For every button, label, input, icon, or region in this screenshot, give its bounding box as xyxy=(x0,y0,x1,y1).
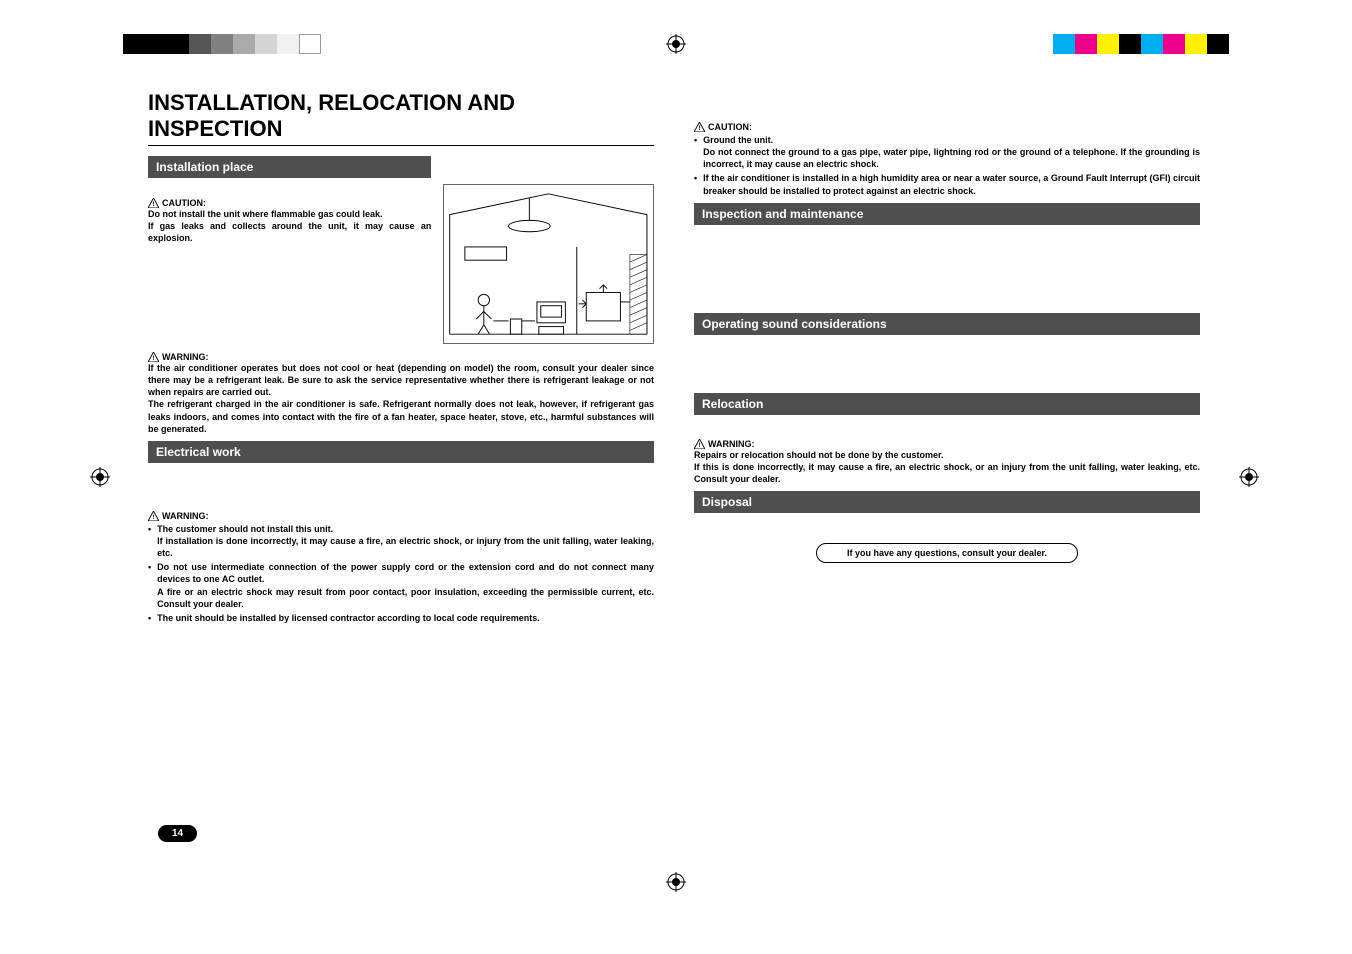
warning-label: WARNING: xyxy=(162,352,209,362)
right-caution-bullets: •Ground the unit.Do not connect the grou… xyxy=(694,134,1200,197)
relocation-line1: Repairs or relocation should not be done… xyxy=(694,449,1200,461)
section-relocation: Relocation xyxy=(694,393,1200,415)
registration-mark-bottom xyxy=(666,872,686,892)
bullet-lead: Ground the unit. xyxy=(703,135,773,145)
svg-text:!: ! xyxy=(698,442,700,449)
svg-text:!: ! xyxy=(152,514,154,521)
left-column: INSTALLATION, RELOCATION AND INSPECTION … xyxy=(148,90,654,834)
bullet-cont: Do not connect the ground to a gas pipe,… xyxy=(703,147,1200,169)
section-electrical-work: Electrical work xyxy=(148,441,654,463)
caution-heading-right: ! CAUTION: xyxy=(694,122,1200,132)
bullet-lead: The unit should be installed by licensed… xyxy=(157,613,540,623)
page-content: INSTALLATION, RELOCATION AND INSPECTION … xyxy=(148,90,1200,834)
registration-mark-left xyxy=(90,467,110,487)
svg-text:!: ! xyxy=(152,201,154,208)
section-operating-sound: Operating sound considerations xyxy=(694,313,1200,335)
installation-diagram xyxy=(443,184,654,344)
warning-heading-relocation: ! WARNING: xyxy=(694,439,1200,449)
caution-label: CAUTION: xyxy=(708,122,752,132)
caution-text: Do not install the unit where flammable … xyxy=(148,208,431,244)
page-number: 14 xyxy=(158,825,197,842)
consult-dealer-pill: If you have any questions, consult your … xyxy=(816,543,1078,563)
bullet-cont: A fire or an electric shock may result f… xyxy=(157,587,654,609)
warning-heading-1: ! WARNING: xyxy=(148,352,654,362)
bullet-lead: The customer should not install this uni… xyxy=(157,524,333,534)
warning-label: WARNING: xyxy=(708,439,755,449)
grayscale-step-wedge xyxy=(123,34,321,54)
electrical-bullets: •The customer should not install this un… xyxy=(148,523,654,624)
warning-triangle-icon: ! xyxy=(148,198,159,208)
svg-text:!: ! xyxy=(152,355,154,362)
bullet-cont: If installation is done incorrectly, it … xyxy=(157,535,654,559)
warning-triangle-icon: ! xyxy=(148,511,159,521)
bullet-lead: If the air conditioner is installed in a… xyxy=(703,173,1200,195)
registration-mark-top xyxy=(666,34,686,54)
svg-text:!: ! xyxy=(698,125,700,132)
warning-label: WARNING: xyxy=(162,511,209,521)
warning-triangle-icon: ! xyxy=(148,352,159,362)
bullet-lead: Do not use intermediate connection of th… xyxy=(157,562,654,584)
relocation-line2: If this is done incorrectly, it may caus… xyxy=(694,461,1200,485)
page-title: INSTALLATION, RELOCATION AND INSPECTION xyxy=(148,90,654,146)
section-inspection: Inspection and maintenance xyxy=(694,203,1200,225)
warning-triangle-icon: ! xyxy=(694,122,705,132)
warning-heading-2: ! WARNING: xyxy=(148,511,654,521)
section-installation-place: Installation place xyxy=(148,156,431,178)
section-disposal: Disposal xyxy=(694,491,1200,513)
warning-triangle-icon: ! xyxy=(694,439,705,449)
cmyk-color-bars xyxy=(1053,34,1229,54)
caution-label: CAUTION: xyxy=(162,198,206,208)
registration-mark-right xyxy=(1239,467,1259,487)
warning-para-1: If the air conditioner operates but does… xyxy=(148,362,654,398)
caution-heading: ! CAUTION: xyxy=(148,198,431,208)
right-column: ! CAUTION: •Ground the unit.Do not conne… xyxy=(694,90,1200,834)
warning-para-2: The refrigerant charged in the air condi… xyxy=(148,398,654,434)
